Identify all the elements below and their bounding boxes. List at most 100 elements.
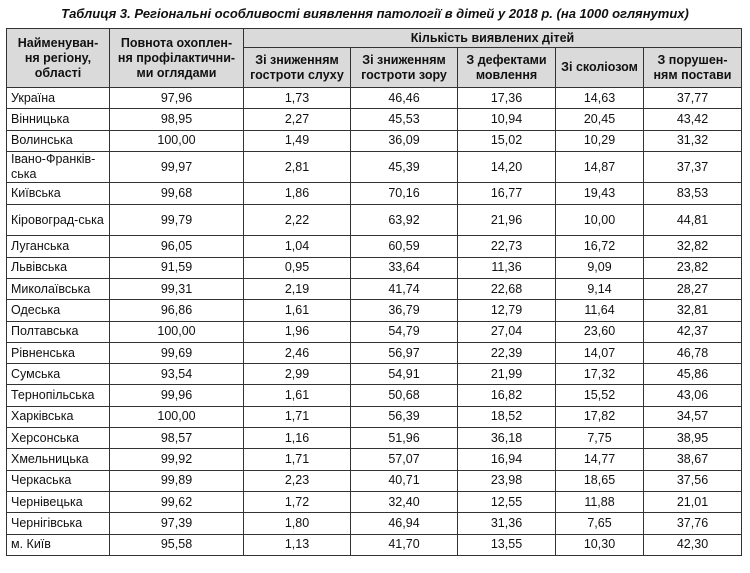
- cell-speech: 12,79: [457, 299, 556, 322]
- cell-speech: 11,36: [457, 256, 556, 279]
- cell-hearing: 1,96: [243, 320, 351, 343]
- cell-region: Вінницька: [6, 108, 110, 131]
- cell-scoliosis: 10,00: [555, 203, 644, 237]
- cell-region: Миколаївська: [6, 277, 110, 301]
- cell-speech: 22,68: [457, 277, 556, 301]
- cell-vision: 36,09: [350, 129, 458, 152]
- cell-posture: 43,06: [643, 384, 742, 407]
- cell-speech: 22,73: [457, 235, 556, 258]
- table-row: Кіровоград-ська 99,79 2,22 63,92 21,96 10,00 4…: [6, 203, 742, 237]
- table-row: Тернопільська 99,96 1,61 50,68 16,82 15,52 43,…: [6, 384, 742, 407]
- table-row: Миколаївська 99,31 2,19 41,74 22,68 9,14 28,27: [6, 277, 742, 301]
- table-row: Сумська 93,54 2,99 54,91 21,99 17,32 45,86: [6, 363, 742, 386]
- cell-posture: 31,32: [643, 129, 742, 152]
- cell-speech: 16,77: [457, 182, 556, 205]
- cell-region: Київська: [6, 182, 110, 205]
- pathology-table: Найменуван-ня регіону, області Повнота о…: [6, 28, 742, 556]
- cell-hearing: 1,86: [243, 182, 351, 205]
- cell-vision: 36,79: [350, 299, 458, 322]
- cell-hearing: 1,71: [243, 405, 351, 429]
- cell-hearing: 1,04: [243, 235, 351, 258]
- cell-scoliosis: 18,65: [555, 469, 644, 492]
- cell-vision: 41,70: [350, 533, 458, 556]
- cell-vision: 50,68: [350, 384, 458, 407]
- cell-region: Хмельницька: [6, 448, 110, 471]
- cell-region: Чернігівська: [6, 512, 110, 535]
- cell-vision: 54,79: [350, 320, 458, 343]
- cell-coverage: 99,79: [109, 203, 244, 237]
- cell-vision: 33,64: [350, 256, 458, 279]
- cell-scoliosis: 9,14: [555, 277, 644, 301]
- table-row: Івано-Франків-ська 99,97 2,81 45,39 14,20 14,…: [6, 150, 742, 184]
- table-row: Україна 97,96 1,73 46,46 17,36 14,63 37,77: [6, 86, 742, 110]
- table-row: Волинська 100,00 1,49 36,09 15,02 10,29 31,32: [6, 129, 742, 152]
- cell-hearing: 1,16: [243, 427, 351, 450]
- cell-region: Полтавська: [6, 320, 110, 343]
- table-row: Черкаська 99,89 2,23 40,71 23,98 18,65 37,56: [6, 469, 742, 492]
- cell-speech: 36,18: [457, 427, 556, 450]
- cell-region: Львівська: [6, 256, 110, 279]
- cell-hearing: 1,61: [243, 384, 351, 407]
- cell-posture: 37,37: [643, 150, 742, 184]
- cell-posture: 32,82: [643, 235, 742, 258]
- cell-region: Івано-Франків-ська: [6, 150, 110, 184]
- cell-region: Одеська: [6, 299, 110, 322]
- cell-scoliosis: 10,29: [555, 129, 644, 152]
- cell-vision: 40,71: [350, 469, 458, 492]
- cell-region: Україна: [6, 86, 110, 110]
- cell-region: Тернопільська: [6, 384, 110, 407]
- cell-scoliosis: 15,52: [555, 384, 644, 407]
- cell-coverage: 100,00: [109, 405, 244, 429]
- cell-coverage: 97,39: [109, 512, 244, 535]
- cell-posture: 37,56: [643, 469, 742, 492]
- table-body: Україна 97,96 1,73 46,46 17,36 14,63 37,77 Вінн…: [6, 86, 742, 556]
- cell-vision: 57,07: [350, 448, 458, 471]
- cell-coverage: 100,00: [109, 129, 244, 152]
- cell-vision: 32,40: [350, 490, 458, 514]
- cell-scoliosis: 11,64: [555, 299, 644, 322]
- header-region: Найменуван-ня регіону, області: [6, 28, 110, 88]
- cell-speech: 23,98: [457, 469, 556, 492]
- table-row: Київська 99,68 1,86 70,16 16,77 19,43 83,53: [6, 182, 742, 205]
- table-row: Львівська 91,59 0,95 33,64 11,36 9,09 23,82: [6, 256, 742, 279]
- cell-speech: 10,94: [457, 108, 556, 131]
- cell-posture: 37,76: [643, 512, 742, 535]
- table-row: Полтавська 100,00 1,96 54,79 27,04 23,60 42,37: [6, 320, 742, 343]
- header-hearing: Зі зниженням гостроти слуху: [243, 47, 351, 88]
- cell-coverage: 98,57: [109, 427, 244, 450]
- cell-hearing: 2,99: [243, 363, 351, 386]
- cell-region: Чернівецька: [6, 490, 110, 514]
- cell-coverage: 99,89: [109, 469, 244, 492]
- cell-region: Черкаська: [6, 469, 110, 492]
- cell-posture: 42,37: [643, 320, 742, 343]
- cell-posture: 38,67: [643, 448, 742, 471]
- header-scoliosis: Зі сколіозом: [555, 47, 644, 88]
- cell-coverage: 97,96: [109, 86, 244, 110]
- cell-posture: 34,57: [643, 405, 742, 429]
- cell-vision: 63,92: [350, 203, 458, 237]
- cell-coverage: 91,59: [109, 256, 244, 279]
- cell-hearing: 1,73: [243, 86, 351, 110]
- cell-scoliosis: 14,07: [555, 341, 644, 365]
- cell-vision: 56,97: [350, 341, 458, 365]
- cell-hearing: 2,19: [243, 277, 351, 301]
- cell-posture: 44,81: [643, 203, 742, 237]
- cell-vision: 46,94: [350, 512, 458, 535]
- header-detected-children: Кількість виявлених дітей: [243, 28, 742, 48]
- cell-scoliosis: 16,72: [555, 235, 644, 258]
- cell-coverage: 96,05: [109, 235, 244, 258]
- cell-hearing: 0,95: [243, 256, 351, 279]
- cell-posture: 21,01: [643, 490, 742, 514]
- cell-scoliosis: 10,30: [555, 533, 644, 556]
- table-row: Чернівецька 99,62 1,72 32,40 12,55 11,88 21,01: [6, 490, 742, 514]
- cell-scoliosis: 9,09: [555, 256, 644, 279]
- cell-scoliosis: 23,60: [555, 320, 644, 343]
- header-speech: З дефектами мовлення: [457, 47, 556, 88]
- cell-coverage: 99,97: [109, 150, 244, 184]
- cell-region: м. Київ: [6, 533, 110, 556]
- cell-hearing: 1,61: [243, 299, 351, 322]
- cell-posture: 43,42: [643, 108, 742, 131]
- cell-speech: 15,02: [457, 129, 556, 152]
- cell-hearing: 2,23: [243, 469, 351, 492]
- cell-speech: 31,36: [457, 512, 556, 535]
